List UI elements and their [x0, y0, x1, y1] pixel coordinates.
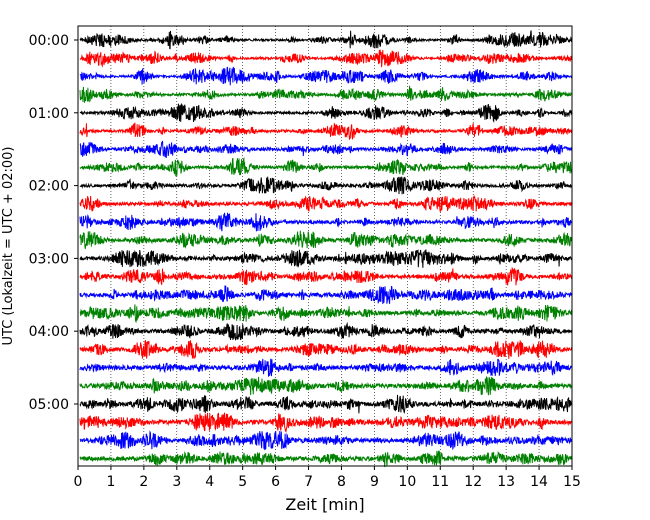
trace-1 [79, 49, 573, 68]
y-tick-label-4: 04:00 [29, 324, 69, 340]
plot-frame [77, 25, 573, 467]
x-axis: 0 1 2 3 4 5 6 7 8 9 10 11 12 13 14 15 [74, 466, 581, 490]
plot-area [78, 26, 572, 466]
x-tick-label-6: 6 [271, 474, 280, 490]
x-tick-label-11: 11 [431, 474, 449, 490]
trace-9 [79, 194, 573, 212]
y-axis-title: UTC (Lokalzeit = UTC + 02:00) [1, 147, 16, 346]
trace-21 [79, 412, 573, 433]
y-tick-label-0: 00:00 [29, 33, 69, 49]
trace-group [79, 30, 573, 468]
x-tick-label-8: 8 [337, 474, 346, 490]
trace-2 [79, 66, 573, 86]
trace-4 [79, 103, 573, 124]
trace-10 [79, 212, 573, 232]
trace-19 [79, 376, 573, 396]
y-tick-label-2: 02:00 [29, 179, 69, 195]
trace-18 [79, 358, 573, 377]
x-tick-label-13: 13 [497, 474, 515, 490]
trace-11 [79, 230, 573, 250]
x-tick-label-2: 2 [139, 474, 148, 490]
trace-6 [79, 140, 573, 159]
x-tick-label-1: 1 [106, 474, 115, 490]
trace-23 [79, 450, 573, 468]
y-tick-label-3: 03:00 [29, 251, 69, 267]
trace-17 [79, 340, 573, 360]
trace-15 [79, 304, 573, 324]
x-tick-label-12: 12 [464, 474, 482, 490]
x-tick-label-15: 15 [563, 474, 581, 490]
trace-22 [79, 430, 573, 451]
x-tick-label-14: 14 [530, 474, 548, 490]
y-tick-label-1: 01:00 [29, 106, 69, 122]
x-tick-label-10: 10 [398, 474, 416, 490]
x-tick-label-4: 4 [205, 474, 214, 490]
x-tick-label-7: 7 [304, 474, 313, 490]
trace-5 [79, 122, 573, 140]
trace-8 [79, 176, 573, 195]
trace-7 [79, 156, 573, 177]
y-axis: 00:00 01:00 02:00 03:00 04:00 05:00 [29, 33, 78, 413]
x-tick-label-3: 3 [172, 474, 181, 490]
trace-14 [79, 285, 573, 305]
x-tick-label-0: 0 [74, 474, 83, 490]
x-axis-title: Zeit [min] [285, 495, 364, 514]
x-tick-label-5: 5 [238, 474, 247, 490]
x-tick-label-9: 9 [370, 474, 379, 490]
trace-0 [79, 30, 573, 50]
trace-13 [79, 266, 573, 286]
trace-16 [79, 321, 573, 341]
y-tick-label-5: 05:00 [29, 397, 69, 413]
trace-12 [79, 249, 573, 268]
trace-3 [79, 85, 573, 103]
trace-20 [79, 394, 573, 414]
